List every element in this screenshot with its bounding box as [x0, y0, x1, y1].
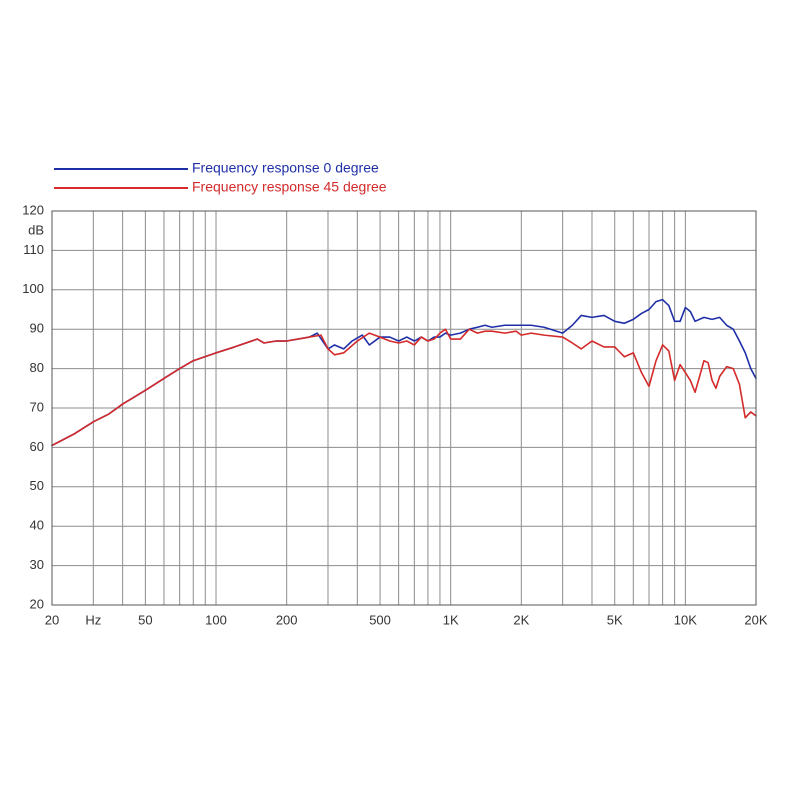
- y-axis-unit-label: dB: [28, 222, 44, 237]
- y-tick-label: 20: [30, 596, 44, 611]
- x-tick-label: 200: [276, 612, 298, 627]
- x-tick-label: 20: [45, 612, 59, 627]
- x-tick-label: Hz: [85, 612, 101, 627]
- x-tick-label: 1K: [443, 612, 459, 627]
- x-tick-label: 20K: [744, 612, 767, 627]
- y-tick-label: 100: [22, 281, 44, 296]
- x-axis: 20 Hz 50 100 200 500 1K 2K 5K 10K 20K: [45, 612, 768, 627]
- legend-label-0-degree: Frequency response 0 degree: [192, 160, 379, 176]
- x-tick-label: 2K: [513, 612, 529, 627]
- x-tick-label: 10K: [674, 612, 697, 627]
- y-tick-label: 50: [30, 478, 44, 493]
- plot-frame: [51, 210, 757, 606]
- y-tick-label: 120: [22, 202, 44, 217]
- y-tick-label: 60: [30, 439, 44, 454]
- x-tick-label: 100: [205, 612, 227, 627]
- x-tick-label: 500: [369, 612, 391, 627]
- y-tick-label: 70: [30, 399, 44, 414]
- series-lines: [51, 298, 757, 447]
- series-line-45-degree: [51, 328, 757, 447]
- y-tick-label: 90: [30, 321, 44, 336]
- grid: [52, 211, 756, 605]
- y-tick-label: 40: [30, 518, 44, 533]
- y-tick-label: 80: [30, 360, 44, 375]
- legend-label-45-degree: Frequency response 45 degree: [192, 179, 387, 195]
- legend: Frequency response 0 degree Frequency re…: [54, 160, 387, 195]
- y-tick-label: 30: [30, 557, 44, 572]
- x-tick-label: 5K: [607, 612, 623, 627]
- y-axis: dB 120 110 100 90 80 70 60 50 40 30 20: [22, 202, 44, 611]
- y-tick-label: 110: [23, 242, 44, 257]
- x-tick-label: 50: [138, 612, 152, 627]
